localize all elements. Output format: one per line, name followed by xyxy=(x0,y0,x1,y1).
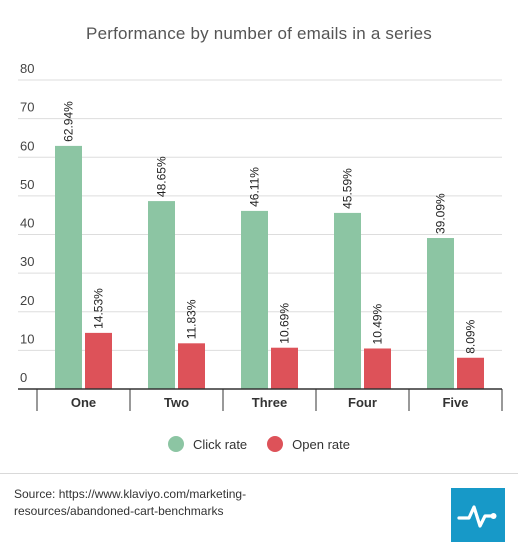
bar-click-rate xyxy=(427,238,454,389)
data-label-open-rate: 10.69% xyxy=(278,303,292,344)
data-label-click-rate: 46.11% xyxy=(248,167,262,207)
y-tick-label: 10 xyxy=(20,331,34,346)
data-labels: 62.94% 14.53% 48.65% 11.83% 46.11% 10.69% 45.5… xyxy=(62,101,478,354)
bar-click-rate xyxy=(55,145,82,389)
legend-label-open-rate: Open rate xyxy=(292,436,350,452)
bars xyxy=(55,145,484,389)
x-tick-label: Five xyxy=(442,395,468,410)
bar-chart: 0 10 20 30 40 50 60 70 80 62.94% 14.53% 48.65% 11.8… xyxy=(18,61,503,411)
y-tick-label: 70 xyxy=(20,100,34,115)
x-axis xyxy=(18,388,503,411)
x-axis-tick-labels: One Two Three Four Five xyxy=(71,395,469,410)
x-tick-label: Four xyxy=(348,395,377,410)
data-label-click-rate: 48.65% xyxy=(155,156,169,197)
y-tick-label: 50 xyxy=(20,177,34,192)
legend: Click rate Open rate xyxy=(0,436,518,452)
bar-open-rate xyxy=(85,332,112,389)
bar-open-rate xyxy=(457,357,484,389)
bar-open-rate xyxy=(364,348,391,389)
y-axis-tick-labels: 0 10 20 30 40 50 60 70 80 xyxy=(20,61,34,385)
data-label-click-rate: 39.09% xyxy=(434,193,448,234)
y-tick-label: 60 xyxy=(20,138,34,153)
bar-open-rate xyxy=(178,343,205,389)
data-label-open-rate: 11.83% xyxy=(185,299,199,339)
bar-open-rate xyxy=(271,347,298,389)
y-tick-label: 80 xyxy=(20,61,34,76)
x-tick-label: Two xyxy=(164,395,189,410)
pulse-line-icon xyxy=(451,488,505,542)
legend-item-click-rate[interactable]: Click rate xyxy=(167,436,248,452)
legend-label-click-rate: Click rate xyxy=(192,436,248,452)
y-tick-label: 0 xyxy=(20,370,27,385)
y-tick-label: 30 xyxy=(20,254,34,269)
data-label-open-rate: 14.53% xyxy=(92,288,106,329)
data-label-click-rate: 45.59% xyxy=(341,168,355,209)
bar-click-rate xyxy=(334,212,361,389)
footer-divider xyxy=(0,473,518,474)
source-text: Source: https://www.klaviyo.com/marketin… xyxy=(14,487,247,518)
bar-click-rate xyxy=(241,210,268,389)
data-label-open-rate: 8.09% xyxy=(464,319,478,353)
legend-item-open-rate[interactable]: Open rate xyxy=(267,436,350,452)
legend-swatch-open-rate xyxy=(267,436,284,452)
data-label-open-rate: 10.49% xyxy=(371,303,385,344)
y-tick-label: 20 xyxy=(20,293,34,308)
x-tick-label: Three xyxy=(252,395,287,410)
y-tick-label: 40 xyxy=(20,216,34,231)
data-label-click-rate: 62.94% xyxy=(62,101,76,142)
bar-click-rate xyxy=(148,201,175,389)
legend-swatch-click-rate xyxy=(167,436,184,452)
x-tick-label: One xyxy=(71,395,96,410)
chart-title: Performance by number of emails in a ser… xyxy=(86,24,432,43)
